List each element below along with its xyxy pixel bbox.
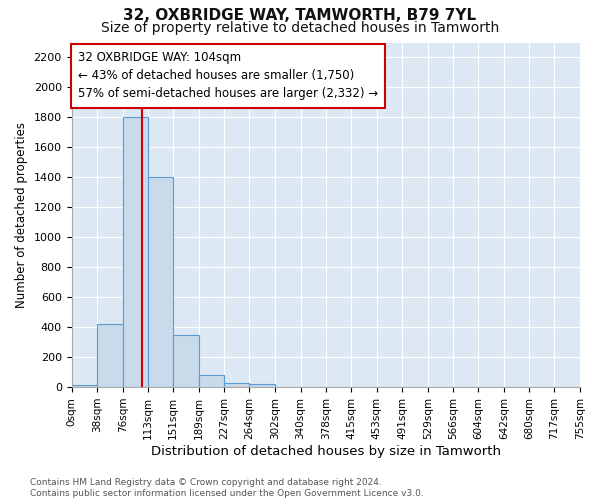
Bar: [173, 334, 199, 387]
Bar: [224, 382, 250, 387]
Bar: [123, 118, 148, 387]
Bar: [148, 178, 173, 387]
Text: 32, OXBRIDGE WAY, TAMWORTH, B79 7YL: 32, OXBRIDGE WAY, TAMWORTH, B79 7YL: [124, 8, 476, 22]
Text: 32 OXBRIDGE WAY: 104sqm
← 43% of detached houses are smaller (1,750)
57% of semi: 32 OXBRIDGE WAY: 104sqm ← 43% of detache…: [78, 52, 379, 100]
Y-axis label: Number of detached properties: Number of detached properties: [15, 122, 28, 308]
Bar: [97, 324, 123, 387]
X-axis label: Distribution of detached houses by size in Tamworth: Distribution of detached houses by size …: [151, 444, 501, 458]
Bar: [199, 375, 224, 387]
Text: Contains HM Land Registry data © Crown copyright and database right 2024.
Contai: Contains HM Land Registry data © Crown c…: [30, 478, 424, 498]
Bar: [250, 384, 275, 387]
Bar: [71, 385, 97, 387]
Text: Size of property relative to detached houses in Tamworth: Size of property relative to detached ho…: [101, 21, 499, 35]
